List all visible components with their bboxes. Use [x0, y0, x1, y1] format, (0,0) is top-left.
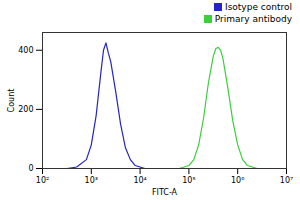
svg-text:10²: 10² [36, 176, 49, 185]
svg-text:10⁶: 10⁶ [231, 176, 244, 185]
html-text:Isotype control: Isotype control [225, 2, 292, 12]
svg-text:0: 0 [28, 164, 33, 173]
svg-text:10⁷: 10⁷ [280, 176, 293, 185]
svg-text:FITC-A: FITC-A [152, 188, 178, 197]
svg-text:10³: 10³ [85, 176, 98, 185]
svg-text:Count: Count [7, 89, 16, 113]
html-text:Primary antibody: Primary antibody [214, 14, 292, 24]
svg-text:10⁵: 10⁵ [182, 176, 195, 185]
svg-text:10⁴: 10⁴ [133, 176, 146, 185]
svg-text:400: 400 [18, 46, 33, 55]
svg-text:200: 200 [18, 105, 33, 114]
